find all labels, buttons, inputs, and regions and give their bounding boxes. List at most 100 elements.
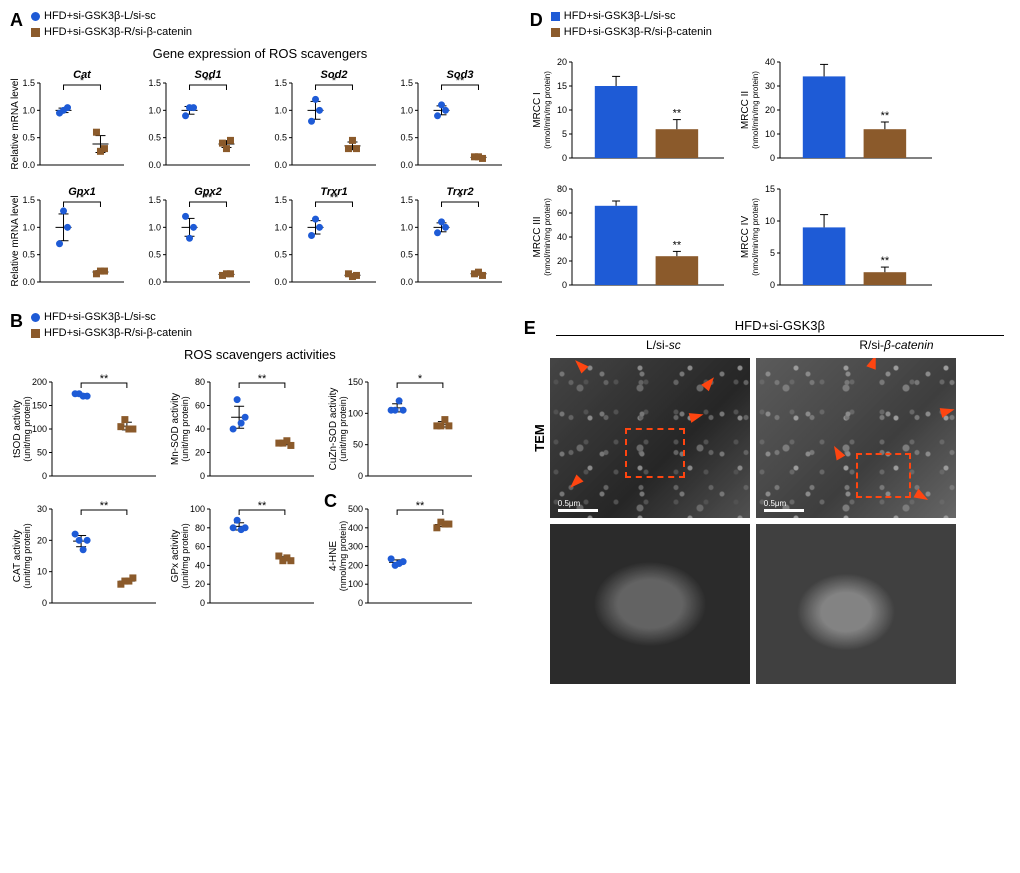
svg-text:10: 10 xyxy=(765,129,775,139)
svg-text:400: 400 xyxy=(348,523,363,533)
svg-text:(nmol/min/mg protein): (nmol/min/mg protein) xyxy=(543,71,552,149)
svg-text:20: 20 xyxy=(195,448,205,458)
svg-text:0.0: 0.0 xyxy=(400,160,413,170)
svg-text:0.0: 0.0 xyxy=(22,160,35,170)
svg-text:30: 30 xyxy=(765,81,775,91)
svg-text:10: 10 xyxy=(37,567,47,577)
legend-label-blue: HFD+si-GSK3β-L/si-sc xyxy=(44,10,156,22)
chart-cat-activity: 0102030CAT activity(unit/mg protein)** xyxy=(10,495,160,618)
svg-text:10: 10 xyxy=(557,105,567,115)
svg-text:**: ** xyxy=(100,500,109,512)
svg-text:60: 60 xyxy=(195,401,205,411)
svg-text:*: * xyxy=(80,192,85,204)
legend-a: HFD+si-GSK3β-L/si-sc xyxy=(31,10,510,22)
panel-label-d: D xyxy=(530,10,543,31)
panel-e: E HFD+si-GSK3β L/si-sc R/si-β-catenin TE… xyxy=(530,318,1010,684)
tem-image-top-right: 0.5μm xyxy=(756,358,956,518)
panel-label-e: E xyxy=(524,318,536,339)
panel-a: A HFD+si-GSK3β-L/si-sc HFD+si-GSK3β-R/si… xyxy=(10,10,510,297)
tem-col2-label: R/si-β-catenin xyxy=(783,338,1010,352)
svg-text:1.5: 1.5 xyxy=(274,195,287,205)
panel-b: B HFD+si-GSK3β-L/si-sc HFD+si-GSK3β-R/si… xyxy=(10,311,510,618)
svg-text:0.5: 0.5 xyxy=(22,250,35,260)
panel-e-header: HFD+si-GSK3β xyxy=(556,318,1004,336)
svg-text:1.0: 1.0 xyxy=(400,222,413,232)
legend-marker-brown xyxy=(31,329,40,338)
svg-text:30: 30 xyxy=(37,504,47,514)
chart-gpx2: Gpx20.00.51.01.5** xyxy=(136,184,254,297)
svg-text:40: 40 xyxy=(557,232,567,242)
svg-text:**: ** xyxy=(330,192,339,204)
svg-text:5: 5 xyxy=(770,248,775,258)
svg-text:1.0: 1.0 xyxy=(400,105,413,115)
tem-side-label: TEM xyxy=(532,424,547,451)
svg-text:**: ** xyxy=(258,500,267,512)
svg-text:60: 60 xyxy=(195,542,205,552)
panel-label-a: A xyxy=(10,10,23,31)
tem-image-bottom-right xyxy=(756,524,956,684)
panel-d: D HFD+si-GSK3β-L/si-sc HFD+si-GSK3β-R/si… xyxy=(530,10,1010,298)
svg-text:(nmol/min/mg protein): (nmol/min/mg protein) xyxy=(543,198,552,276)
svg-text:1.5: 1.5 xyxy=(400,78,413,88)
svg-text:*: * xyxy=(332,75,337,87)
svg-text:0: 0 xyxy=(562,153,567,163)
svg-text:80: 80 xyxy=(195,377,205,387)
legend-marker-blue xyxy=(551,12,560,21)
svg-text:200: 200 xyxy=(348,560,363,570)
svg-text:0.5: 0.5 xyxy=(22,133,35,143)
panel-d-grid: 05101520MRCC I(nmol/min/mg protein)**010… xyxy=(530,48,950,298)
svg-text:1.0: 1.0 xyxy=(148,105,161,115)
tem-image-top-left: 0.5μm xyxy=(550,358,750,518)
legend-item-blue: HFD+si-GSK3β-L/si-sc xyxy=(31,10,156,22)
chart-mn-sod-activity: 020406080Mn-SOD activity(unit/mg protein… xyxy=(168,368,318,491)
svg-text:*: * xyxy=(80,75,85,87)
svg-text:(nmol/min/mg protein): (nmol/min/mg protein) xyxy=(751,71,760,149)
svg-text:5: 5 xyxy=(562,129,567,139)
svg-text:40: 40 xyxy=(195,424,205,434)
svg-text:100: 100 xyxy=(348,408,363,418)
panel-b-grid: 050100150200tSOD activity(unit/mg protei… xyxy=(10,368,490,618)
legend-marker-blue xyxy=(31,313,40,322)
svg-text:1.5: 1.5 xyxy=(400,195,413,205)
chart-gpx-activity: 020406080100GPx activity(unit/mg protein… xyxy=(168,495,318,618)
svg-text:MRCC III: MRCC III xyxy=(532,216,543,257)
svg-text:0.5: 0.5 xyxy=(148,133,161,143)
svg-text:MRCC IV: MRCC IV xyxy=(740,216,751,259)
svg-text:0: 0 xyxy=(770,280,775,290)
svg-text:10: 10 xyxy=(765,216,775,226)
tem-col1-label: L/si-sc xyxy=(550,338,777,352)
legend-item-brown: HFD+si-GSK3β-R/si-β-catenin xyxy=(31,26,192,38)
chart-tsod-activity: 050100150200tSOD activity(unit/mg protei… xyxy=(10,368,160,491)
svg-text:0: 0 xyxy=(358,598,363,608)
svg-text:**: ** xyxy=(204,75,213,87)
svg-text:0.0: 0.0 xyxy=(274,160,287,170)
svg-text:15: 15 xyxy=(557,81,567,91)
svg-text:1.0: 1.0 xyxy=(22,222,35,232)
chart-mrcc-i: 05101520MRCC I(nmol/min/mg protein)** xyxy=(530,48,730,171)
svg-text:**: ** xyxy=(258,373,267,385)
svg-text:1.5: 1.5 xyxy=(22,195,35,205)
svg-text:1.0: 1.0 xyxy=(274,222,287,232)
panel-a-grid: Cat0.00.51.01.5Relative mRNA level*Sod10… xyxy=(10,67,510,297)
svg-text:0: 0 xyxy=(358,471,363,481)
chart-mrcc-iii: 020406080MRCC III(nmol/min/mg protein)** xyxy=(530,175,730,298)
chart-trxr2: Trxr20.00.51.01.5* xyxy=(388,184,506,297)
svg-text:(nmol/mg protein): (nmol/mg protein) xyxy=(338,521,348,592)
svg-text:0: 0 xyxy=(42,598,47,608)
svg-text:(unit/mg protein): (unit/mg protein) xyxy=(180,396,190,462)
svg-text:40: 40 xyxy=(195,560,205,570)
svg-text:Relative mRNA level: Relative mRNA level xyxy=(10,195,21,286)
chart-gpx1: Gpx10.00.51.01.5Relative mRNA level* xyxy=(10,184,128,297)
svg-text:15: 15 xyxy=(765,184,775,194)
svg-text:0.0: 0.0 xyxy=(148,160,161,170)
svg-text:20: 20 xyxy=(195,579,205,589)
panel-a-title: Gene expression of ROS scavengers xyxy=(10,46,510,61)
svg-text:150: 150 xyxy=(32,401,47,411)
legend-marker-blue xyxy=(31,12,40,21)
chart-cuzn-sod-activity: 050100150CuZn-SOD activity(unit/mg prote… xyxy=(326,368,476,491)
svg-text:60: 60 xyxy=(557,208,567,218)
svg-text:**: ** xyxy=(100,373,109,385)
svg-text:100: 100 xyxy=(190,504,205,514)
svg-text:Relative mRNA level: Relative mRNA level xyxy=(10,78,21,169)
svg-text:**: ** xyxy=(880,110,889,122)
